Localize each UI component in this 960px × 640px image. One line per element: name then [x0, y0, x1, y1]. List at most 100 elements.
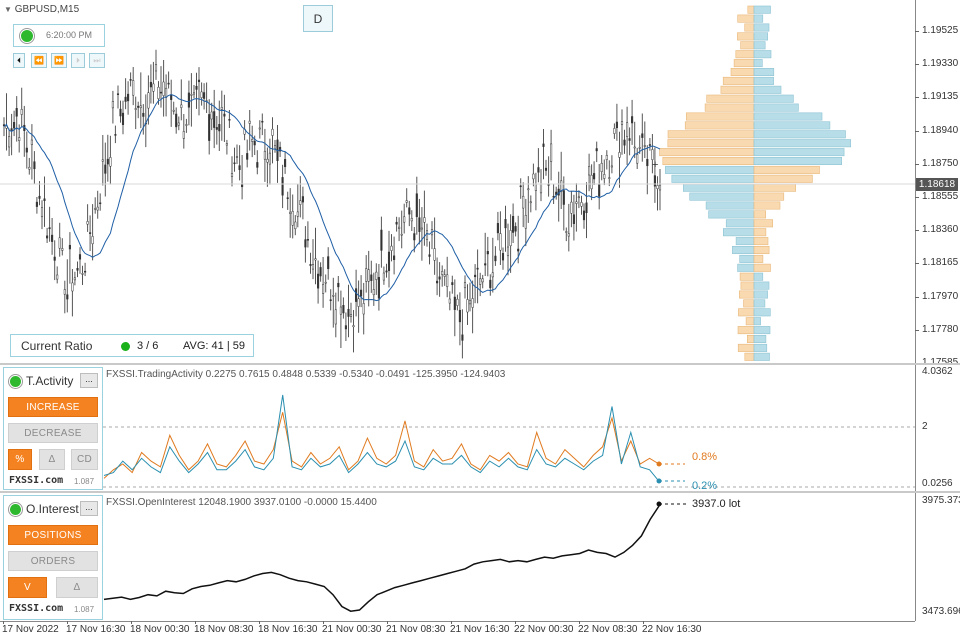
- candle-body: [593, 173, 596, 180]
- version-text: 1.087: [74, 477, 95, 486]
- candle-body: [195, 85, 198, 90]
- play-button[interactable]: ⏵: [71, 53, 85, 68]
- profile-bar-right: [753, 237, 769, 246]
- candle-body: [385, 270, 388, 273]
- candle-body: [605, 155, 608, 160]
- delta-button[interactable]: Δ: [39, 449, 65, 470]
- rewind-button[interactable]: ⏪: [31, 53, 47, 68]
- minimize-button[interactable]: ...: [80, 373, 98, 388]
- price-tick-mark: [915, 329, 919, 331]
- candle-body: [301, 196, 304, 203]
- candle-body: [405, 200, 408, 203]
- candle-body: [344, 325, 347, 330]
- clock-time: 6:20:00 PM: [46, 30, 93, 40]
- candle-body: [78, 254, 82, 260]
- percent-button[interactable]: %: [8, 449, 32, 470]
- candle-body: [10, 128, 13, 131]
- orders-button[interactable]: ORDERS: [8, 551, 98, 571]
- open-interest-title: FXSSI.OpenInterest 12048.1900 3937.0100 …: [106, 497, 377, 508]
- activity-chart[interactable]: [0, 365, 960, 491]
- time-tick-label: 22 Nov 08:30: [578, 624, 638, 635]
- profile-bar-left: [722, 76, 755, 85]
- candle-body: [425, 230, 429, 240]
- candle-body: [30, 139, 33, 145]
- candle-body: [281, 177, 284, 196]
- positions-button[interactable]: POSITIONS: [8, 525, 98, 545]
- candle-body: [233, 162, 236, 165]
- candle-body: [623, 139, 626, 146]
- d-button[interactable]: D: [303, 5, 333, 32]
- candle-body: [314, 258, 317, 261]
- candle-body: [339, 306, 342, 315]
- open-interest-chart[interactable]: [0, 493, 960, 621]
- profile-bar-right: [753, 219, 774, 228]
- candle-body: [413, 233, 416, 241]
- status-dot-icon: [20, 29, 34, 43]
- open-interest-pane[interactable]: FXSSI.OpenInterest 12048.1900 3937.0100 …: [0, 493, 960, 621]
- profile-bar-left: [722, 228, 755, 237]
- profile-bar-right: [753, 14, 764, 23]
- moving-average-line: [3, 94, 661, 302]
- profile-bar-right: [753, 228, 767, 237]
- pane-separator[interactable]: [0, 491, 960, 493]
- increase-button[interactable]: INCREASE: [8, 397, 98, 417]
- activity-tick-max: 4.0362: [922, 366, 953, 377]
- candle-body: [580, 202, 583, 207]
- candle-body: [382, 272, 385, 281]
- profile-bar-right: [753, 112, 823, 121]
- crosshair-marker: +: [652, 159, 658, 171]
- dropdown-triangle-icon[interactable]: ▼: [4, 5, 12, 14]
- blue-end-dot: [656, 478, 662, 484]
- candle-body: [598, 184, 601, 197]
- candle-body: [190, 94, 193, 96]
- candle-body: [567, 233, 570, 237]
- candle-body: [296, 211, 299, 217]
- candle-body: [390, 245, 393, 251]
- candle-body: [134, 108, 137, 110]
- profile-bar-right: [753, 263, 771, 272]
- candle-body: [220, 107, 223, 110]
- candle-body: [253, 141, 256, 146]
- activity-pane[interactable]: FXSSI.TradingActivity 0.2275 0.7615 0.48…: [0, 365, 960, 492]
- profile-bar-right: [753, 254, 764, 263]
- panel-title: T.Activity: [26, 374, 74, 388]
- activity-tick-2: 2: [922, 421, 928, 432]
- oi-end-dot: [656, 501, 662, 507]
- candle-body: [304, 239, 307, 248]
- candle-body: [225, 143, 228, 146]
- profile-bar-right: [753, 334, 767, 343]
- candle-body: [408, 207, 411, 215]
- skip-last-button[interactable]: ⏭: [89, 53, 105, 68]
- profile-bar-left: [737, 32, 755, 41]
- profile-bar-right: [753, 272, 764, 281]
- candle-body: [322, 284, 325, 294]
- main-chart-pane[interactable]: + ▼ GBPUSD,M15 D 6:20:00 PM ⏴ ⏪ ⏩ ⏵ ⏭ Cu…: [0, 0, 960, 368]
- candle-body: [527, 188, 530, 191]
- candle-body: [582, 210, 586, 221]
- price-tick-label: 1.17780: [922, 323, 959, 335]
- candle-body: [167, 82, 170, 85]
- candles: +: [2, 49, 662, 359]
- profile-bar-right: [753, 148, 845, 157]
- candle-body: [273, 145, 277, 150]
- price-chart[interactable]: +: [0, 0, 960, 363]
- profile-bar-left: [682, 183, 755, 192]
- fast-forward-button[interactable]: ⏩: [51, 53, 67, 68]
- cd-button[interactable]: CD: [71, 449, 98, 470]
- candle-body: [398, 226, 401, 229]
- candle-body: [116, 93, 120, 95]
- candle-body: [63, 289, 66, 295]
- pane-separator[interactable]: [0, 363, 960, 365]
- price-tick-label: 1.19525: [922, 25, 959, 36]
- minimize-button[interactable]: ...: [80, 501, 98, 516]
- candle-body: [532, 173, 535, 180]
- candle-body: [286, 197, 289, 199]
- open-interest-line: [103, 505, 660, 612]
- delta-button[interactable]: Δ: [56, 577, 98, 598]
- ratio-count: 3 / 6: [137, 340, 159, 352]
- decrease-button[interactable]: DECREASE: [8, 423, 98, 443]
- step-back-button[interactable]: ⏴: [13, 53, 25, 68]
- candle-body: [311, 264, 315, 270]
- v-button[interactable]: V: [8, 577, 47, 598]
- candle-body: [177, 122, 180, 126]
